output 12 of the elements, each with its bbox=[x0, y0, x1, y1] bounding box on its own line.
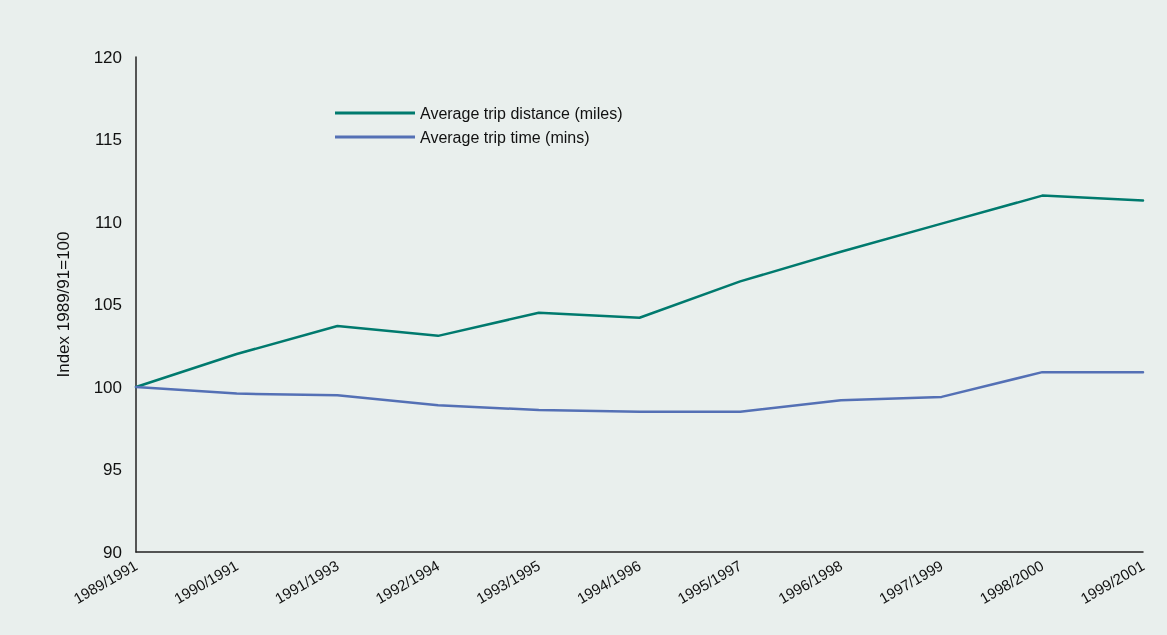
y-tick-label: 100 bbox=[93, 377, 122, 397]
y-tick-label: 95 bbox=[103, 460, 122, 479]
y-tick-label: 115 bbox=[94, 130, 122, 149]
legend-label: Average trip distance (miles) bbox=[420, 104, 623, 122]
y-tick-label: 105 bbox=[93, 295, 122, 314]
y-axis-title: Index 1989/91=100 bbox=[54, 231, 73, 378]
line-series bbox=[134, 370, 1145, 413]
y-tick-label: 90 bbox=[103, 542, 122, 562]
y-tick-label: 110 bbox=[94, 212, 122, 232]
line-series bbox=[134, 194, 1145, 389]
legend-label: Average trip time (mins) bbox=[420, 128, 590, 146]
y-tick-label: 120 bbox=[93, 47, 122, 67]
